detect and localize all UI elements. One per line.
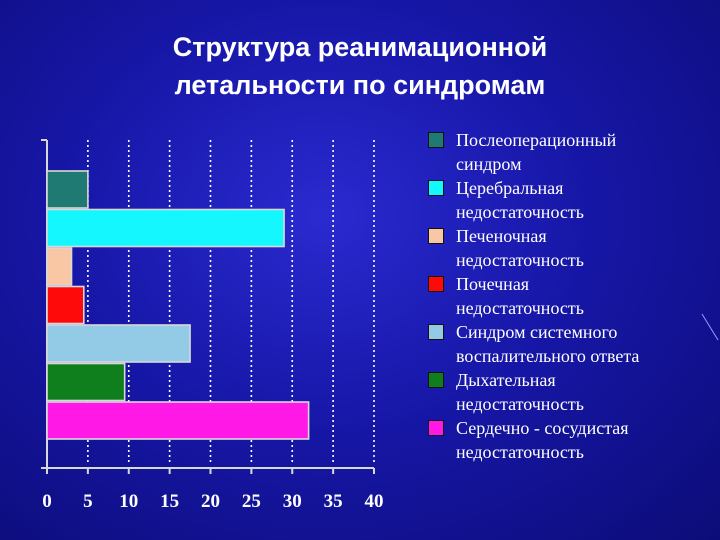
- legend-swatch: [428, 276, 444, 292]
- legend-item: Послеоперационный синдром: [428, 128, 718, 176]
- decorative-line: [701, 313, 719, 341]
- legend-label: Дыхательная недостаточность: [456, 370, 584, 414]
- legend-item: Синдром системного воспалительного ответ…: [428, 320, 718, 368]
- bar: [46, 285, 85, 325]
- legend-swatch: [428, 372, 444, 388]
- x-tick-label: 40: [365, 491, 384, 512]
- legend-item: Почечная недостаточность: [428, 272, 718, 320]
- x-tick-label: 10: [119, 491, 138, 512]
- chart-legend: Послеоперационный синдром Церебральная не…: [428, 128, 718, 464]
- legend-label: Сердечно - сосудистая недостаточность: [456, 418, 629, 462]
- legend-label: Почечная недостаточность: [456, 274, 584, 318]
- legend-label: Церебральная недостаточность: [456, 178, 584, 222]
- x-tick-label: 25: [242, 491, 261, 512]
- legend-label: Синдром системного воспалительного ответ…: [456, 322, 640, 366]
- legend-swatch: [428, 228, 444, 244]
- x-tick-label: 30: [283, 491, 302, 512]
- bar: [46, 247, 73, 286]
- legend-item: Печеночная недостаточность: [428, 224, 718, 272]
- legend-label: Послеоперационный синдром: [456, 130, 617, 174]
- x-tick-label: 5: [83, 491, 93, 512]
- bar: [46, 401, 310, 440]
- x-tick-label: 15: [160, 491, 179, 512]
- chart-title-line-1: Структура реанимационной: [172, 32, 548, 62]
- legend-swatch: [428, 420, 444, 436]
- legend-item: Дыхательная недостаточность: [428, 368, 718, 416]
- bar: [46, 208, 285, 248]
- x-tick-label: 20: [201, 491, 220, 512]
- x-tick-label: 0: [42, 491, 52, 512]
- legend-item: Сердечно - сосудистая недостаточность: [428, 416, 718, 464]
- chart-title: Структура реанимационной летальности по …: [0, 28, 720, 104]
- legend-swatch: [428, 180, 444, 196]
- chart-title-line-2: летальности по синдромам: [174, 70, 546, 100]
- legend-swatch: [428, 132, 444, 148]
- legend-swatch: [428, 324, 444, 340]
- legend-label: Печеночная недостаточность: [456, 226, 584, 270]
- bar: [46, 362, 126, 402]
- bar: [46, 324, 191, 363]
- legend-item: Церебральная недостаточность: [428, 176, 718, 224]
- bar: [46, 170, 89, 209]
- x-tick-label: 35: [324, 491, 343, 512]
